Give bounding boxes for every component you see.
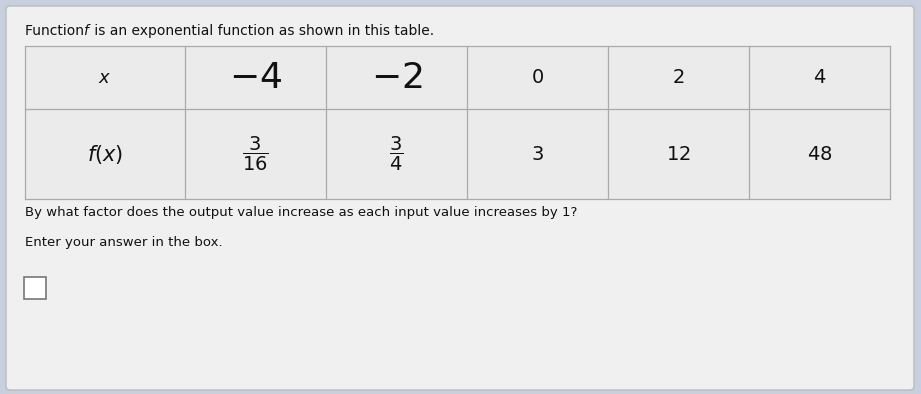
Text: is an exponential function as shown in this table.: is an exponential function as shown in t…	[90, 24, 434, 38]
Text: $\dfrac{3}{16}$: $\dfrac{3}{16}$	[242, 135, 269, 173]
Text: $-4$: $-4$	[229, 61, 282, 95]
Text: $4$: $4$	[813, 68, 826, 87]
Text: $f(x)$: $f(x)$	[87, 143, 123, 165]
Bar	[24, 277, 46, 299]
Text: $48$: $48$	[807, 145, 833, 164]
Text: f: f	[83, 24, 87, 38]
Text: By what factor does the output value increase as each input value increases by 1: By what factor does the output value inc…	[25, 206, 577, 219]
Text: $\dfrac{3}{4}$: $\dfrac{3}{4}$	[390, 135, 403, 173]
FancyBboxPatch shape	[6, 6, 914, 390]
Text: $x$: $x$	[99, 69, 111, 87]
Text: $-2$: $-2$	[370, 61, 423, 95]
Text: Function: Function	[25, 24, 88, 38]
Text: $12$: $12$	[666, 145, 691, 164]
Bar	[25, 46, 890, 199]
Text: Enter your answer in the box.: Enter your answer in the box.	[25, 236, 223, 249]
Text: $3$: $3$	[531, 145, 544, 164]
Text: $0$: $0$	[531, 68, 544, 87]
Text: $2$: $2$	[672, 68, 684, 87]
